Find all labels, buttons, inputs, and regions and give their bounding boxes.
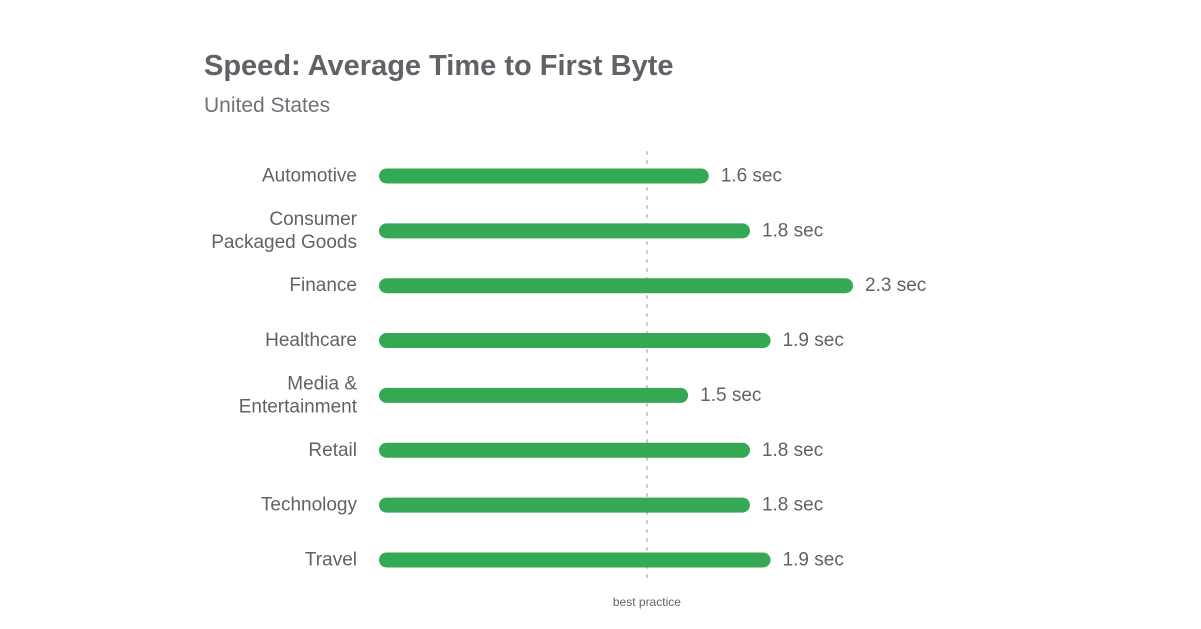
bar bbox=[379, 442, 750, 458]
category-label: Retail bbox=[308, 440, 357, 461]
bar bbox=[379, 552, 771, 568]
best-practice-label: best practice bbox=[613, 595, 681, 609]
value-label: 1.8 sec bbox=[762, 440, 823, 461]
bar bbox=[379, 223, 750, 239]
category-label: Healthcare bbox=[265, 330, 357, 351]
category-label: Finance bbox=[289, 275, 357, 296]
value-label: 2.3 sec bbox=[865, 275, 926, 296]
bar bbox=[379, 168, 709, 184]
category-label: Media & Entertainment bbox=[239, 373, 358, 417]
category-label: Travel bbox=[305, 549, 357, 570]
value-label: 1.9 sec bbox=[783, 549, 844, 570]
category-label: Automotive bbox=[262, 166, 357, 187]
bar bbox=[379, 497, 750, 513]
category-label: Consumer Packaged Goods bbox=[211, 209, 357, 253]
value-label: 1.6 sec bbox=[721, 166, 782, 187]
bar bbox=[379, 387, 689, 403]
bar bbox=[379, 333, 771, 349]
bar bbox=[379, 278, 853, 294]
value-label: 1.5 sec bbox=[700, 385, 761, 406]
value-label: 1.9 sec bbox=[783, 330, 844, 351]
chart-title: Speed: Average Time to First Byte bbox=[204, 50, 674, 82]
category-label: Technology bbox=[261, 495, 358, 516]
value-label: 1.8 sec bbox=[762, 495, 823, 516]
value-label: 1.8 sec bbox=[762, 220, 823, 241]
chart-subtitle: United States bbox=[204, 94, 331, 117]
